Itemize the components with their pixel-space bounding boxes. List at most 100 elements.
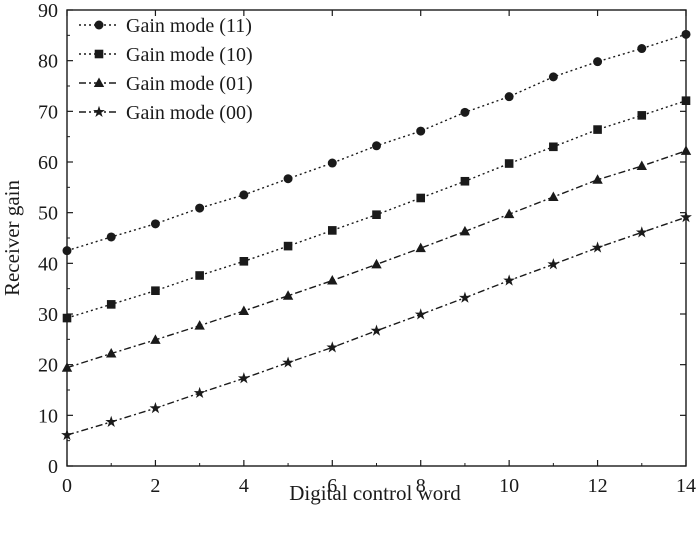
data-point [637,111,647,120]
data-point [149,402,162,414]
legend-marker [94,49,104,59]
data-point [239,190,249,200]
x-tick-label: 10 [499,475,519,497]
data-point [106,232,116,242]
data-point [370,324,383,336]
data-point [680,145,692,155]
series-3 [61,211,692,441]
data-point [150,219,160,229]
data-point [193,386,206,399]
legend-marker [94,20,104,30]
data-point [680,211,692,223]
x-tick-label: 4 [239,475,249,497]
legend-item: Gain mode (00) [79,102,253,124]
legend-label: Gain mode (00) [126,102,253,124]
series-1 [62,96,691,323]
data-point [636,160,647,171]
y-tick-label: 40 [38,253,58,275]
data-point [459,291,471,303]
data-point [460,107,470,117]
y-tick-label: 60 [38,152,58,174]
x-tick-label: 2 [150,475,160,497]
data-point [327,158,337,168]
data-point [238,305,250,315]
data-point [283,241,293,251]
legend-label: Gain mode (11) [126,15,252,37]
series-layer [61,29,692,441]
data-point [195,271,204,280]
x-tick-label: 6 [327,475,337,497]
data-point [549,142,558,152]
data-point [593,125,602,134]
data-point [504,159,514,168]
data-point [547,258,560,270]
data-point [637,44,647,54]
data-point [503,274,516,286]
y-tick-label: 70 [38,101,58,123]
legend-label: Gain mode (01) [126,73,253,95]
legend-label: Gain mode (10) [126,44,253,66]
data-point [282,290,294,300]
data-point [61,428,73,441]
data-point [548,72,558,82]
data-point [282,356,294,368]
data-point [327,226,337,235]
data-point [592,174,603,184]
data-point [635,226,648,238]
data-point [548,191,559,201]
data-point [327,275,338,285]
data-point [459,225,471,236]
data-point [62,246,72,256]
series-line [66,100,687,319]
data-point [503,208,515,219]
legend-item: Gain mode (11) [79,15,252,37]
data-point [61,362,73,372]
data-point [415,242,426,253]
data-point [416,193,426,203]
y-tick-label: 0 [48,456,58,478]
series-0 [62,29,691,256]
legend: Gain mode (11) Gain mode (10) Gain mode (0… [79,15,253,124]
legend-marker [93,105,105,118]
x-tick-label: 12 [588,475,608,497]
y-tick-label: 80 [38,51,58,73]
plot-area: 0 2 4 6 8 10 12 14 0 10 20 30 40 50 60 70 80 90 [38,0,696,497]
legend-item: Gain mode (10) [79,44,253,66]
y-tick-label: 30 [38,304,58,326]
data-point [106,348,117,358]
data-point [195,203,205,213]
data-point [416,126,426,136]
data-point [239,257,249,266]
x-axis-label: Digital control word [289,481,461,505]
data-point [326,341,339,353]
x-tick-label: 14 [676,475,696,497]
data-point [62,313,72,323]
y-tick-label: 20 [38,355,58,377]
data-point [371,258,382,269]
data-point [460,176,470,186]
data-point [681,29,691,39]
y-tick-label: 90 [38,0,58,22]
data-point [372,210,381,219]
data-point [372,141,381,151]
data-point [150,334,161,344]
legend-marker [93,77,105,87]
x-tick-label: 8 [416,475,426,497]
data-point [504,92,514,102]
x-tick-label: 0 [62,475,72,497]
data-point [237,372,250,384]
data-point [194,320,205,330]
data-point [591,241,604,253]
y-axis-label: Receiver gain [0,179,24,296]
data-point [681,96,691,105]
data-point [593,57,603,67]
data-point [151,286,160,295]
y-tick-label: 50 [38,203,58,225]
y-tick-label: 10 [38,405,58,427]
data-point [105,415,118,427]
legend-item: Gain mode (01) [79,73,253,95]
data-point [283,174,293,184]
data-point [414,308,427,320]
data-point [106,300,116,309]
